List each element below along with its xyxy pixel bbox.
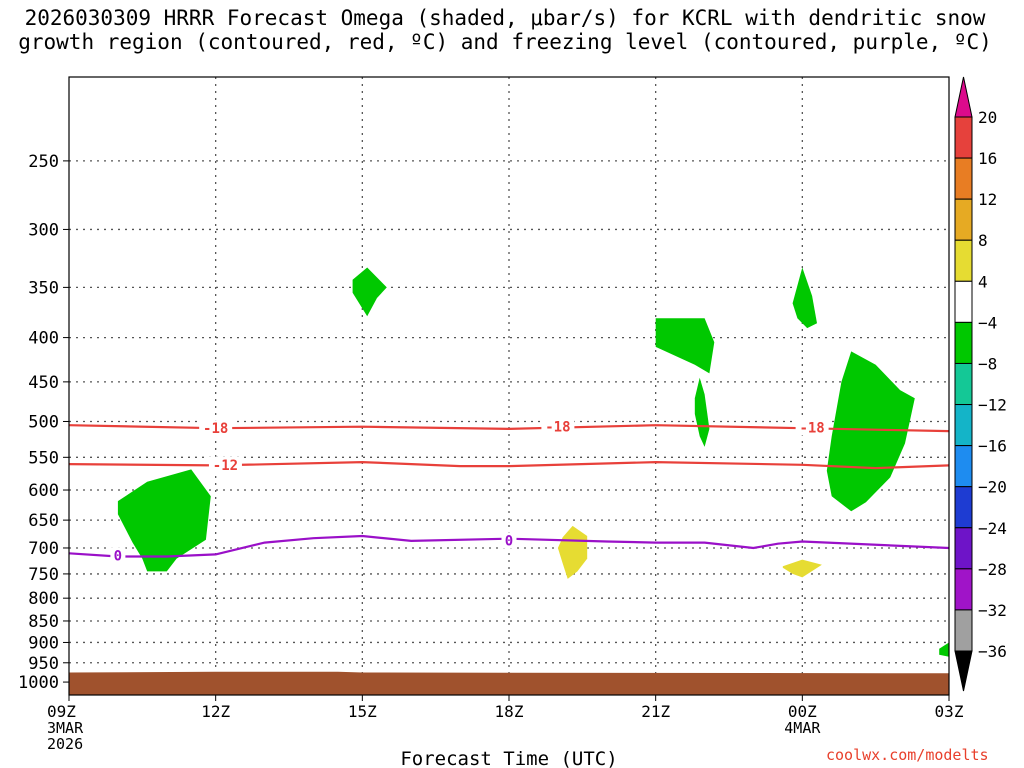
x-tick-label: 12Z [201, 702, 230, 721]
chart-title-line2: growth region (contoured, red, ºC) and f… [18, 30, 992, 54]
omega-region [655, 318, 715, 374]
colorbar-level-label: −12 [978, 396, 1007, 415]
x-tick-sublabel: 4MAR [784, 719, 821, 737]
contour-line [68, 424, 950, 433]
y-tick-label: 950 [28, 654, 59, 674]
ground-fill [69, 671, 949, 695]
colorbar-level-label: −8 [978, 354, 997, 373]
contour-label: -18 [203, 421, 228, 437]
omega-region [694, 377, 710, 447]
y-tick-label: 650 [28, 511, 59, 531]
contour-line [68, 460, 950, 470]
y-tick-label: 300 [28, 220, 59, 240]
omega-region [782, 559, 822, 578]
y-tick-label: 350 [28, 278, 59, 298]
colorbar-level-label: −20 [978, 478, 1007, 497]
colorbar-swatch [954, 157, 973, 200]
contour-label-bg [541, 418, 575, 435]
omega-region [792, 267, 817, 329]
temperature-contours: -18 -18 -18 -12 0 0 [68, 418, 950, 564]
colorbar-swatch [954, 527, 973, 570]
contour-label: 0 [114, 548, 122, 564]
colorbar-top-arrow [954, 76, 973, 118]
colorbar-swatch [954, 362, 973, 406]
colorbar-swatch [954, 609, 973, 652]
y-tick-label: 900 [28, 633, 59, 653]
colorbar-level-label: 12 [978, 190, 997, 209]
contour-label: -12 [213, 458, 238, 474]
contour-label-bg [795, 419, 829, 436]
y-tick-label: 700 [28, 539, 59, 559]
y-tick-label: 1000 [18, 673, 59, 693]
colorbar-level-label: −24 [978, 519, 1007, 538]
colorbar-bottom-arrow [954, 650, 973, 692]
credit-link[interactable]: coolwx.com/modelts [826, 746, 989, 764]
colorbar-level-label: 16 [978, 149, 997, 168]
colorbar-swatch [954, 239, 973, 282]
colorbar-level-label: −16 [978, 437, 1007, 456]
colorbar-level-label: 4 [978, 272, 988, 291]
y-tick-label: 400 [28, 329, 59, 349]
y-tick-label: 500 [28, 412, 59, 432]
y-tick-label: 450 [28, 373, 59, 393]
omega-region [826, 351, 915, 512]
x-tick-label: 21Z [641, 702, 670, 721]
x-tick-label: 18Z [495, 702, 524, 721]
colorbar-level-label: 20 [978, 108, 997, 127]
x-tick-label: 15Z [348, 702, 377, 721]
contour-label: -18 [545, 420, 570, 436]
contour-label-bg [199, 420, 233, 437]
colorbar-swatch [954, 486, 973, 529]
chart-title: 2026030309 HRRR Forecast Omega (shaded, … [0, 6, 1010, 54]
omega-region [939, 642, 949, 657]
omega-region [557, 525, 588, 579]
contour-label: -18 [799, 420, 824, 436]
x-axis-label: Forecast Time (UTC) [400, 748, 617, 768]
omega-region [117, 469, 211, 572]
colorbar-swatch [954, 116, 973, 159]
colorbar-swatch [954, 568, 973, 611]
contour-label-bg [501, 532, 517, 549]
ground-terrain [69, 671, 949, 695]
contour-line [68, 534, 950, 558]
x-tick-label: 09Z [47, 702, 76, 721]
colorbar-level-label: −32 [978, 601, 1007, 620]
y-tick-label: 850 [28, 612, 59, 632]
y-tick-label: 550 [28, 448, 59, 468]
omega-region [352, 267, 387, 317]
colorbar-swatch [954, 198, 973, 241]
y-tick-label: 600 [28, 481, 59, 501]
omega-shaded-regions [117, 267, 949, 657]
x-tick-label: 00Z [788, 702, 817, 721]
colorbar-level-label: −28 [978, 560, 1007, 579]
grid-lines [69, 77, 949, 695]
x-tick-sublabel: 3MAR [47, 719, 84, 737]
y-tick-label: 250 [28, 152, 59, 172]
colorbar-swatch [954, 404, 973, 447]
x-tick-sublabel: 2026 [47, 735, 83, 753]
colorbar: 20 16 12 8 4 −4 −8 −12 −16 −20 −24 −28 −32 −36 [954, 76, 1007, 692]
contour-label-bg [208, 456, 242, 473]
contour-label-bg [110, 547, 126, 564]
colorbar-level-label: −4 [978, 313, 997, 332]
x-tick-label: 03Z [935, 702, 964, 721]
colorbar-swatch [954, 445, 973, 488]
y-tick-label: 750 [28, 565, 59, 585]
colorbar-swatch [954, 321, 973, 364]
y-axis: 2503003504004505005506006507007508008509… [18, 152, 69, 693]
colorbar-level-label: −36 [978, 642, 1007, 661]
colorbar-swatch [954, 280, 973, 323]
y-tick-label: 800 [28, 589, 59, 609]
chart-title-line1: 2026030309 HRRR Forecast Omega (shaded, … [24, 6, 986, 30]
colorbar-level-label: 8 [978, 231, 988, 250]
contour-label: 0 [505, 533, 513, 549]
